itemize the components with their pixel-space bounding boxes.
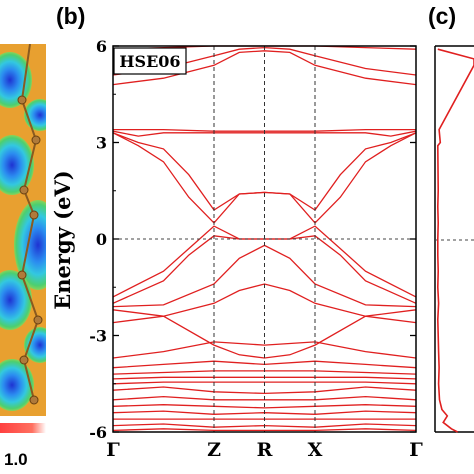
y-tick-label: 6 — [96, 37, 107, 56]
y-tick-label: 3 — [96, 134, 107, 153]
atom — [33, 315, 43, 325]
contour-cell — [24, 327, 46, 363]
annotation-frame — [113, 47, 187, 75]
colorbar — [0, 423, 46, 433]
x-tick-label: Z — [207, 439, 221, 461]
panel-letter-b: (b) — [56, 3, 85, 29]
band-line — [112, 244, 417, 308]
atom — [29, 395, 39, 405]
x-tick-label: R — [257, 439, 273, 461]
contour-cell — [0, 359, 34, 411]
band-line — [112, 428, 417, 432]
contour-cell — [24, 99, 46, 131]
atom — [19, 355, 29, 365]
atom — [31, 135, 41, 145]
method-annotation: HSE06 — [119, 52, 180, 71]
band-structure-chart: -6 -3 0 3 6 Γ Z R X Γ HSE06 Energy (eV) — [50, 37, 423, 461]
atom-markers — [17, 95, 43, 405]
atom — [19, 185, 29, 195]
x-tick-label: Γ — [409, 439, 423, 461]
annotation-box: HSE06 — [113, 47, 187, 75]
contour-cell — [14, 200, 46, 290]
dos-chart — [434, 45, 474, 433]
y-tick-label: 0 — [96, 230, 107, 249]
y-axis-label: Energy (eV) — [50, 170, 75, 309]
y-tick-label: -3 — [89, 327, 107, 346]
contour-cell — [0, 52, 32, 108]
y-axis-ticks: -6 -3 0 3 6 — [89, 37, 416, 442]
atom — [17, 270, 27, 280]
dos-curve — [436, 48, 474, 433]
y-tick-label: -6 — [89, 423, 107, 442]
band-line — [112, 132, 417, 211]
band-line — [112, 404, 417, 409]
atom — [29, 210, 39, 220]
x-tick-label: Γ — [106, 439, 120, 461]
band-line — [112, 341, 417, 359]
x-tick-label: X — [308, 439, 323, 461]
panel-a-contour-map — [0, 44, 46, 416]
atom — [17, 95, 27, 105]
band-line — [112, 386, 417, 395]
contour-cell — [0, 270, 32, 330]
panel-letter-c: (c) — [428, 3, 456, 29]
colorbar-max-label: 1.0 — [4, 450, 28, 469]
